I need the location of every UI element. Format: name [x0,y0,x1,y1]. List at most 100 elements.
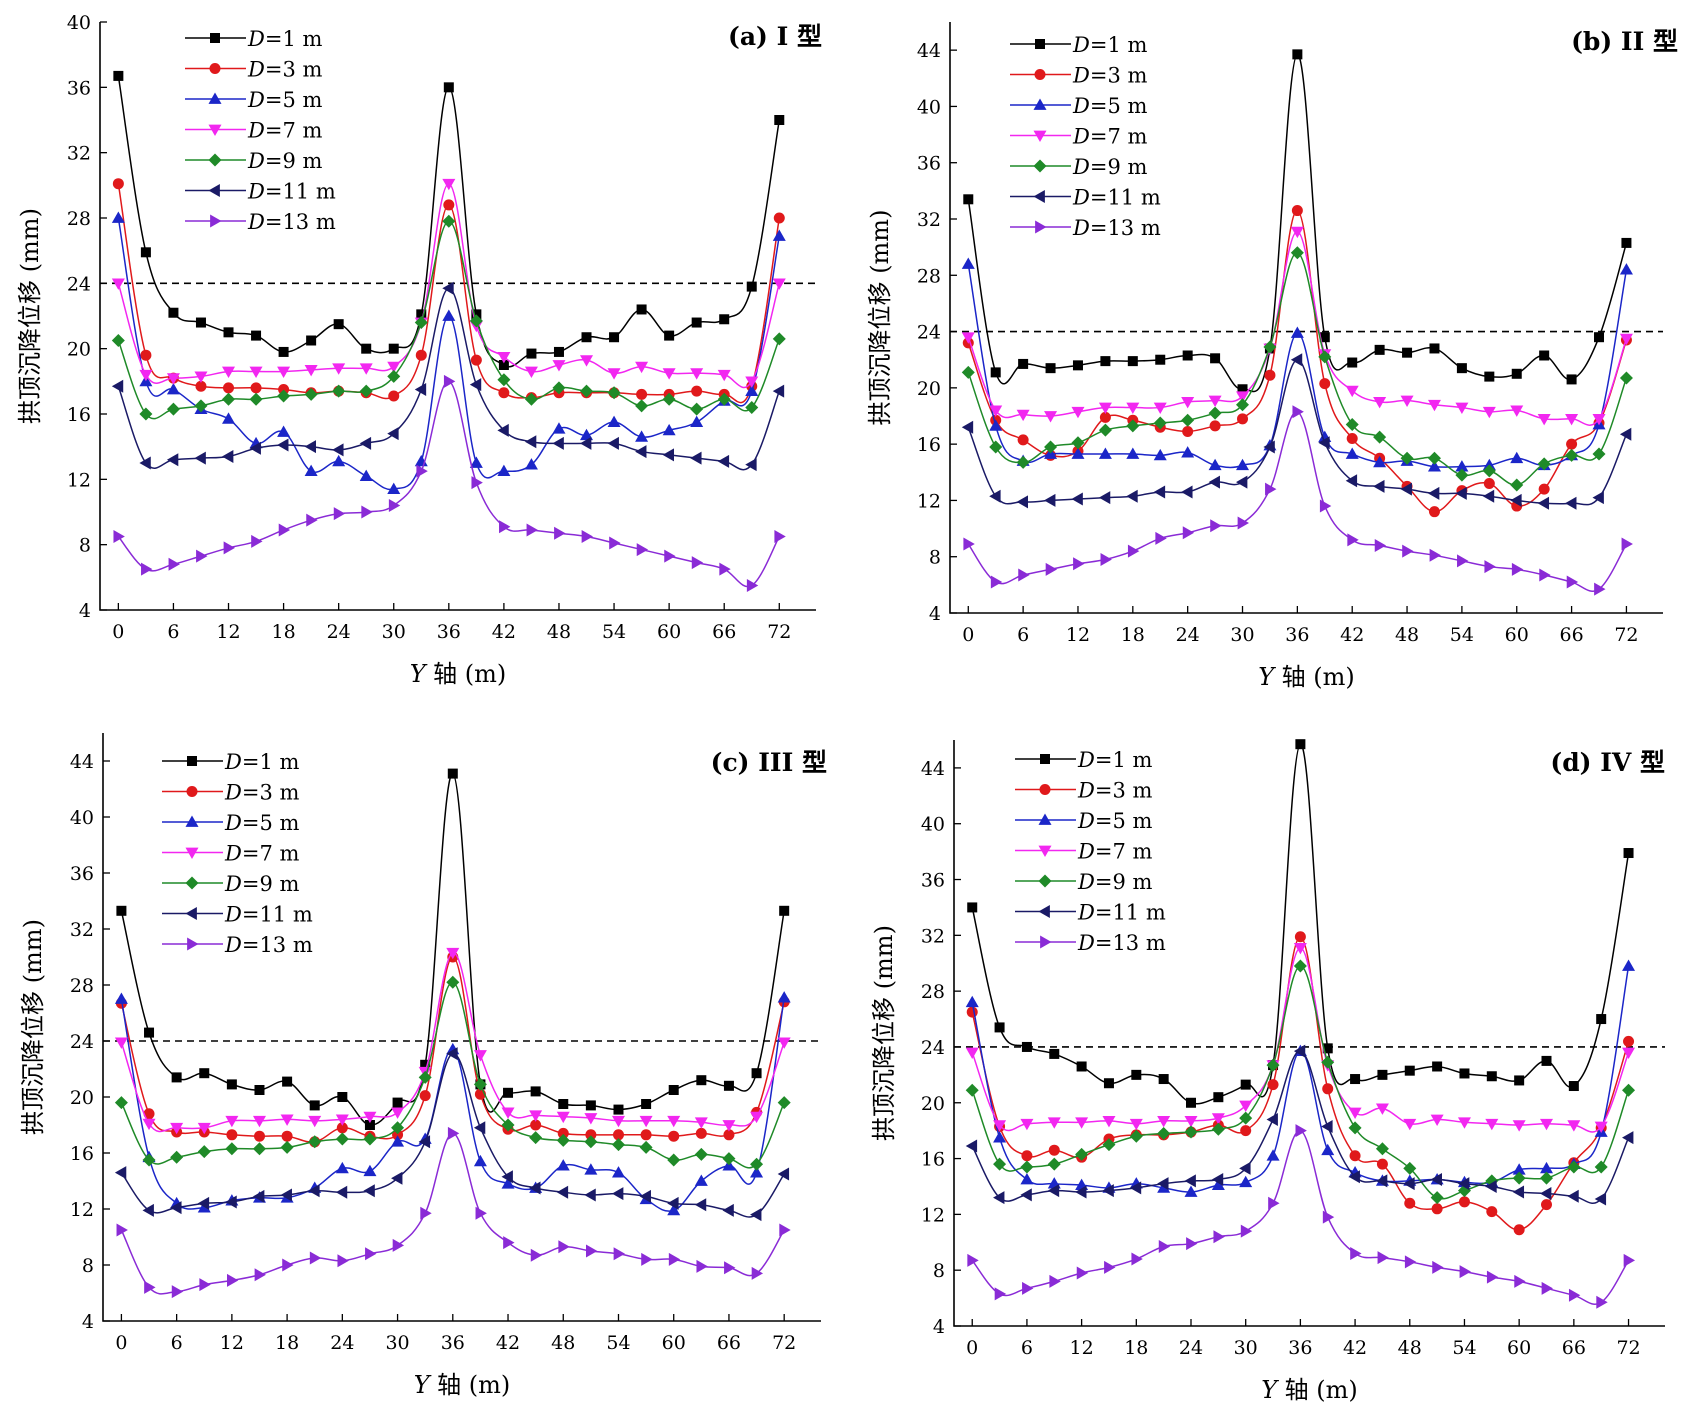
data-point [111,334,125,347]
data-point [364,1120,375,1130]
data-point [1514,1075,1525,1086]
series-1 [967,739,1634,1108]
data-point [1322,1043,1333,1054]
data-point [1157,1116,1171,1128]
x-tick-label: 36 [441,1332,465,1354]
data-point [416,464,428,478]
data-point [1236,475,1248,489]
y-tick-label: 24 [917,322,941,344]
data-point [1213,1092,1224,1103]
data-point [1403,1118,1417,1131]
data-point [581,530,594,543]
data-point [717,369,731,382]
data-point [777,1037,791,1049]
data-point [387,361,401,374]
x-tick-label: 66 [712,621,736,643]
data-point [254,1268,266,1282]
data-point [1537,413,1551,426]
data-point [222,392,236,406]
data-point [1157,1126,1171,1140]
legend-marker [1035,220,1047,234]
legend-marker [1040,754,1050,764]
data-point [168,557,180,571]
data-point [114,992,128,1004]
data-point [1127,356,1138,367]
data-point [1295,1124,1307,1138]
legend-marker [187,937,199,951]
data-point [611,1166,625,1178]
series-3 [111,211,786,495]
data-point [1127,544,1140,558]
data-point [1455,402,1469,415]
data-point [1131,1252,1143,1266]
data-point [1290,246,1304,260]
x-tick-label: 42 [1340,624,1364,646]
data-point [1428,506,1440,518]
data-point [1016,409,1030,422]
data-point [1622,1083,1636,1097]
data-point [1565,496,1577,510]
data-point [1290,226,1304,239]
data-point [750,1208,762,1222]
data-point [1293,959,1307,973]
data-point [309,1251,322,1265]
data-point [1623,1253,1636,1267]
data-point [111,211,125,223]
data-point [558,1240,570,1254]
x-axis-label: Y 轴 (m) [410,660,507,688]
x-tick-label: 54 [602,621,626,643]
y-tick-label: 16 [921,1149,945,1171]
data-point [1237,384,1248,395]
legend-entry: D=7 m [1077,840,1152,864]
data-point [112,178,124,190]
data-point [419,1090,431,1102]
data-point [1075,1117,1089,1129]
x-tick-label: 18 [1124,1337,1148,1359]
data-point [1047,1184,1060,1198]
legend-marker [185,847,199,859]
data-point [365,1247,377,1261]
data-point [363,1164,377,1177]
data-point [280,1188,292,1202]
data-point [1047,1117,1061,1129]
data-point [443,82,454,93]
data-point [581,332,592,343]
data-point [1237,413,1249,425]
data-point [777,991,791,1003]
data-point [1427,460,1441,472]
data-point [392,1097,403,1108]
data-point [1100,553,1112,567]
data-point [1567,1160,1581,1174]
data-point [779,905,790,916]
data-point [1400,395,1414,408]
data-point [226,1129,238,1141]
data-point [585,1100,596,1111]
legend: D=1 m D=3 m D=5 m D=7 m D=9 m D=11 m D=13 m [1015,748,1166,955]
data-point [668,1252,681,1266]
data-point [471,476,483,490]
data-point [1482,489,1495,503]
data-point [1373,479,1385,493]
data-point [717,392,731,406]
data-point [524,435,537,449]
data-point [1596,1295,1608,1309]
data-point [963,537,975,551]
data-point [690,368,704,380]
data-point [989,440,1003,454]
legend-entry: D=1 m [247,27,322,51]
x-tick-label: 36 [1288,1337,1312,1359]
data-point [114,1166,127,1180]
legend-marker [208,92,222,104]
data-point [1400,451,1414,465]
data-point [1020,1160,1034,1174]
data-point [1239,1111,1253,1125]
series-6 [114,1047,790,1222]
x-tick-label: 48 [551,1332,575,1354]
data-point [667,1196,679,1210]
axis-frame [953,740,1665,1327]
data-point [144,1280,156,1294]
data-point [1318,350,1332,364]
data-point [1045,562,1058,576]
series-3 [965,959,1636,1197]
data-point [1319,499,1332,513]
